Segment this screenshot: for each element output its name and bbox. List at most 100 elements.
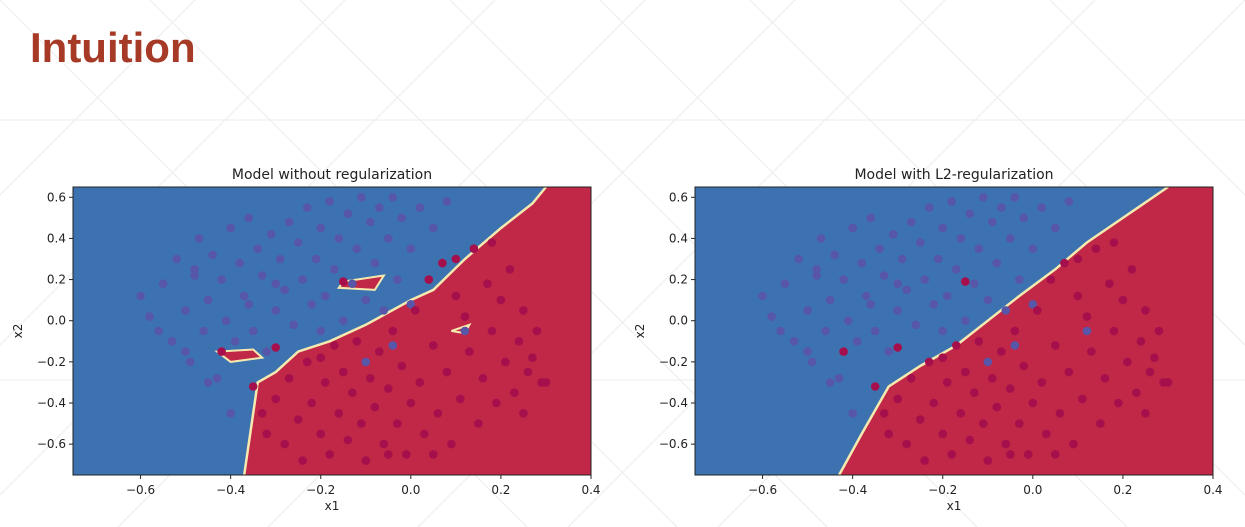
data-point-class-0 (348, 279, 357, 288)
data-point-class-0 (185, 357, 195, 367)
data-point-class-0 (181, 347, 190, 356)
data-point-class-0 (938, 326, 947, 336)
data-point-class-1 (262, 429, 272, 439)
data-point-class-1 (352, 337, 362, 346)
y-tick-label: −0.6 (37, 437, 66, 451)
data-point-class-0 (226, 409, 235, 418)
data-point-class-0 (830, 250, 839, 260)
data-point-class-1 (316, 429, 326, 439)
data-point-class-1 (284, 374, 294, 383)
data-point-class-0 (307, 300, 317, 309)
data-point-class-0 (834, 374, 844, 383)
data-point-class-1 (1132, 388, 1141, 397)
data-point-class-1 (505, 265, 515, 274)
data-point-class-1 (465, 347, 474, 356)
data-point-class-1 (1019, 361, 1029, 371)
decision-boundary (242, 186, 547, 476)
y-tick-label: 0.6 (669, 190, 688, 204)
data-point-class-0 (812, 265, 821, 274)
data-point-class-1 (456, 394, 465, 404)
data-point-class-1 (1105, 279, 1114, 288)
data-point-class-0 (244, 300, 253, 309)
data-point-class-0 (902, 285, 911, 295)
data-point-class-1 (339, 367, 348, 377)
data-point-class-1 (514, 337, 524, 346)
data-point-class-0 (334, 234, 344, 243)
data-point-class-1 (496, 295, 506, 305)
data-point-class-0 (803, 306, 812, 315)
y-tick-label: 0.0 (669, 314, 688, 328)
chart-with-l2-regularization: −0.6 −0.4 −0.2 0.0 0.2 0.4 0.6 0.4 0.2 0.0 −0.2 −0.… (633, 167, 1223, 513)
data-point-class-1 (942, 378, 952, 387)
data-point-class-0 (352, 244, 362, 253)
data-point-class-1 (280, 439, 290, 449)
data-point-class-0 (316, 326, 326, 336)
data-point-class-1 (1006, 384, 1015, 393)
data-point-class-1 (402, 450, 411, 459)
data-point-class-1 (965, 435, 975, 445)
data-point-class-0 (298, 275, 308, 284)
data-point-class-1 (393, 419, 402, 428)
data-point-class-0 (866, 213, 875, 223)
data-point-class-1 (839, 347, 848, 356)
y-tick-label: −0.4 (37, 396, 66, 410)
data-point-class-0 (767, 312, 776, 321)
data-point-class-1 (330, 341, 339, 350)
data-point-class-1 (411, 306, 420, 315)
data-point-class-0 (942, 291, 952, 301)
data-point-class-1 (1055, 409, 1065, 418)
data-point-class-1 (893, 394, 902, 404)
data-point-class-1 (1150, 353, 1159, 362)
data-point-class-0 (758, 291, 767, 301)
data-point-class-0 (933, 254, 943, 264)
x-tick-label: 0.0 (401, 483, 420, 497)
data-point-class-0 (848, 223, 857, 233)
data-point-class-0 (1015, 275, 1024, 284)
data-point-class-0 (406, 244, 416, 253)
data-point-class-0 (339, 316, 348, 325)
data-point-class-1 (217, 347, 226, 356)
plot-frame (694, 186, 1214, 476)
data-point-class-0 (888, 230, 898, 239)
data-point-class-1 (302, 357, 312, 367)
data-point-class-0 (906, 217, 916, 227)
chart-title: Model with L2-regularization (854, 167, 1053, 183)
data-point-class-0 (776, 326, 785, 336)
data-point-class-0 (384, 234, 393, 243)
data-point-class-0 (221, 316, 231, 325)
data-point-class-1 (1024, 450, 1033, 459)
data-point-class-1 (487, 238, 497, 247)
data-point-class-0 (839, 275, 848, 284)
data-point-class-1 (451, 291, 461, 301)
data-point-class-0 (366, 217, 375, 227)
data-point-class-1 (375, 347, 384, 356)
data-point-class-0 (397, 213, 407, 223)
x-tick-label: −0.2 (306, 483, 335, 497)
y-tick-label: 0.4 (669, 231, 688, 245)
data-point-class-0 (388, 341, 398, 350)
y-tick-label: 0.4 (47, 231, 66, 245)
data-point-class-0 (821, 326, 830, 336)
data-point-class-1 (528, 353, 537, 362)
data-point-class-1 (1145, 367, 1155, 377)
data-point-class-1 (1001, 439, 1011, 449)
data-point-class-1 (339, 277, 348, 286)
data-point-class-1 (974, 337, 984, 346)
data-point-class-1 (1042, 429, 1051, 439)
data-point-class-0 (361, 295, 371, 305)
data-point-class-0 (415, 203, 425, 212)
data-point-class-1 (988, 374, 997, 383)
data-point-class-0 (911, 320, 920, 330)
data-point-class-1 (519, 409, 528, 418)
data-point-class-1 (424, 275, 434, 284)
data-point-class-0 (857, 258, 866, 268)
x-tick-label: 0.2 (1113, 483, 1132, 497)
data-point-class-1 (983, 456, 993, 465)
data-point-class-0 (208, 250, 217, 260)
data-point-class-1 (361, 456, 371, 465)
y-tick-label: 0.2 (669, 273, 688, 287)
data-point-class-0 (961, 316, 970, 325)
data-point-class-0 (924, 203, 934, 212)
data-point-class-1 (366, 374, 375, 383)
data-point-class-0 (212, 374, 222, 383)
